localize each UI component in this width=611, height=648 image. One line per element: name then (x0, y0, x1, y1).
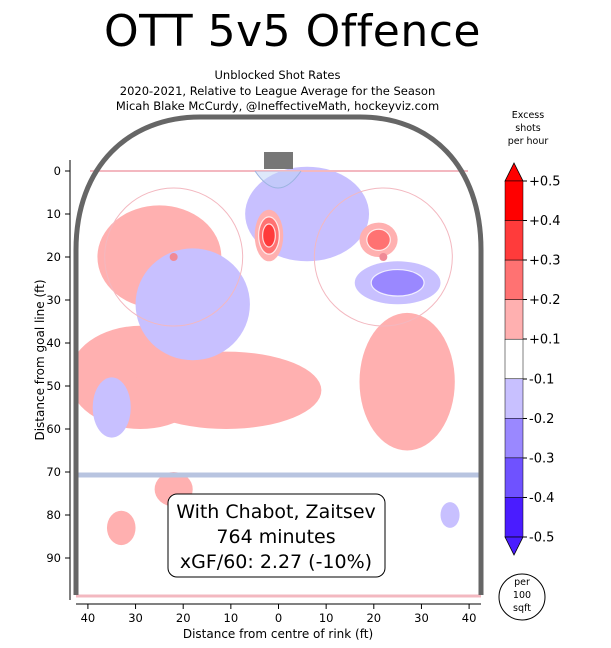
heat-region-16-level-1 (366, 228, 391, 251)
chart-title: OTT 5v5 Offence (104, 6, 481, 57)
subtitle-line-1: Unblocked Shot Rates (214, 68, 341, 82)
goal-net (264, 152, 293, 169)
subtitle-line-2: 2020-2021, Relative to League Average fo… (119, 84, 436, 98)
annotation-xgf: xGF/60: 2.27 (-10%) (180, 551, 372, 573)
y-axis-label: Distance from goal line (ft) (33, 279, 47, 440)
colorbar-segment (504, 259, 524, 300)
colorbar-title: Excess shots per hour (508, 110, 549, 147)
y-tick-label: 40 (46, 336, 61, 350)
goal-crease (254, 170, 302, 189)
annotation-box: With Chabot, Zaitsev 764 minutes xGF/60:… (167, 493, 386, 578)
colorbar-tick-label: -0.1 (529, 373, 554, 388)
x-tick-label: 20 (366, 611, 381, 625)
y-tick-label: 0 (54, 164, 61, 178)
colorbar-segment (504, 378, 524, 419)
colorbar-title-line-2: shots (515, 123, 541, 134)
rink-boards (73, 114, 484, 595)
y-tick-label: 60 (46, 422, 61, 436)
badge-line-1: per (514, 577, 530, 588)
colorbar-segment (504, 338, 524, 380)
x-tick-label: 0 (275, 611, 282, 625)
y-tick-label: 70 (46, 465, 61, 479)
colorbar-bottom-arrow (504, 536, 524, 556)
colorbar-segment (504, 497, 524, 538)
faceoff-circle-right (313, 187, 453, 327)
y-tick-label: 80 (46, 508, 61, 522)
heat-region-14-level-0 (440, 502, 460, 528)
x-tick-label: 30 (414, 611, 429, 625)
annotation-minutes: 764 minutes (216, 526, 335, 548)
heat-region-7-level-0 (359, 312, 455, 451)
heat-region-17-level-0 (106, 510, 136, 546)
colorbar-segment (504, 457, 524, 498)
heat-region-13-level-0 (92, 377, 131, 438)
badge-line-3: sqft (513, 603, 531, 614)
colorbar-tick-label: +0.3 (529, 254, 561, 269)
x-tick-label: 10 (224, 611, 239, 625)
colorbar-tick-label: +0.2 (529, 293, 561, 308)
x-axis-label: Distance from centre of rink (ft) (183, 627, 373, 641)
colorbar-title-line-1: Excess (512, 110, 544, 121)
y-tick-label: 90 (46, 551, 61, 565)
x-tick-label: 20 (176, 611, 191, 625)
faceoff-dot-left (169, 253, 178, 261)
colorbar-tick-label: +0.1 (529, 333, 561, 348)
colorbar-tick-label: -0.2 (529, 412, 554, 427)
heat-region-11-level-0 (135, 248, 250, 361)
colorbar-segment (504, 418, 524, 459)
per-area-badge: per 100 sqft (498, 573, 546, 621)
y-tick-label: 20 (46, 250, 61, 264)
y-tick-label: 50 (46, 379, 61, 393)
faceoff-circle-left (104, 187, 244, 327)
heat-region-5-level-0 (130, 351, 322, 429)
rink-markings (73, 114, 484, 598)
colorbar-tick-label: +0.5 (529, 175, 561, 190)
y-tick-label: 30 (46, 293, 61, 307)
colorbar-segment (504, 299, 524, 340)
badge-line-2: 100 (513, 590, 531, 601)
colorbar-title-line-3: per hour (508, 136, 549, 147)
heatmap-contours (76, 166, 460, 546)
y-tick-label: 10 (46, 207, 61, 221)
colorbar-segment (504, 220, 524, 261)
heat-region-12-level-1 (370, 268, 425, 297)
x-tick-label: 30 (128, 611, 143, 625)
colorbar-tick-label: -0.3 (529, 452, 554, 467)
x-tick-label: 40 (462, 611, 477, 625)
subtitle-line-3: Micah Blake McCurdy, @IneffectiveMath, h… (115, 99, 440, 113)
colorbar: +0.5 +0.4 +0.3 +0.2 +0.1 -0.1 -0.2 -0.3 -0.4 -0.5 (504, 162, 561, 556)
colorbar-tick-label: -0.4 (529, 491, 554, 506)
annotation-players: With Chabot, Zaitsev (176, 501, 376, 523)
colorbar-top-arrow (504, 162, 524, 182)
faceoff-dot-right (379, 253, 388, 261)
heat-region-15-level-2 (262, 223, 276, 248)
colorbar-segment (504, 180, 524, 221)
colorbar-tick-label: -0.5 (529, 531, 554, 546)
axes: 40 30 20 10 0 10 20 30 40 0 10 20 30 40 50 60 70 80 90 Dist… (33, 160, 481, 641)
x-tick-label: 10 (319, 611, 334, 625)
x-tick-label: 40 (81, 611, 96, 625)
colorbar-tick-label: +0.4 (529, 214, 561, 229)
